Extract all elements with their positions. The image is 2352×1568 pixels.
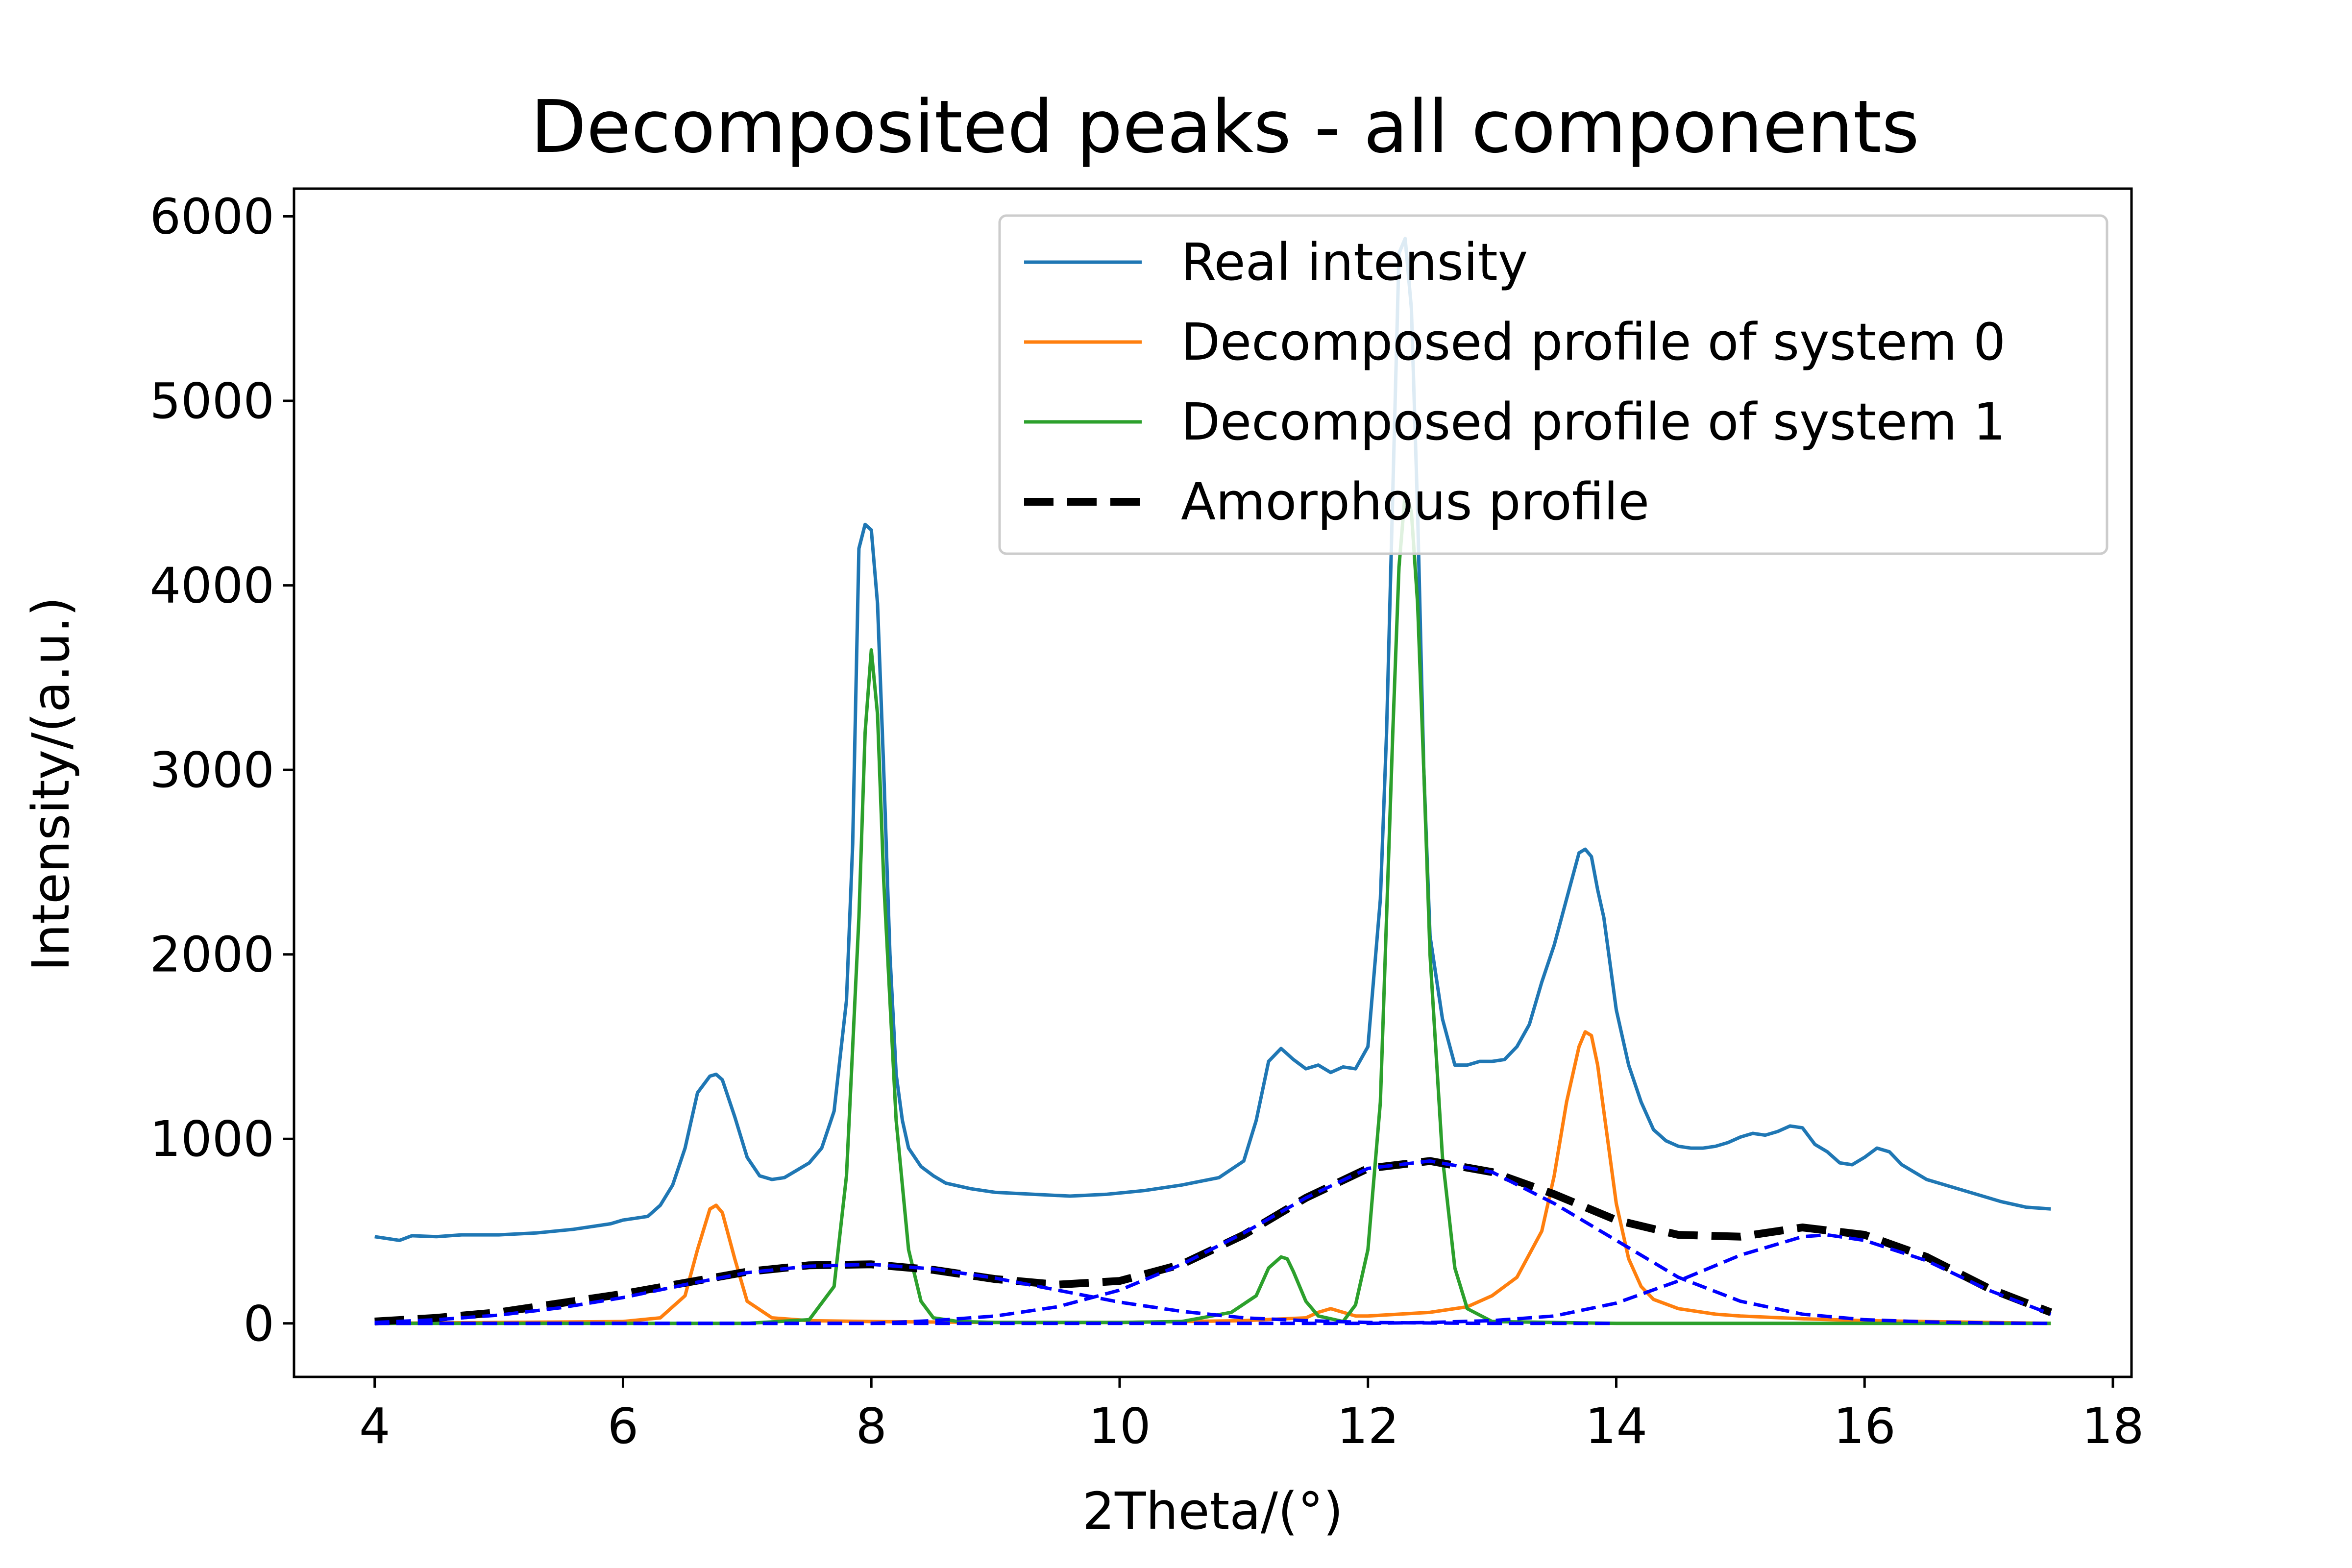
legend-label-3: Amorphous profile (1181, 472, 1649, 532)
x-tick-label-3: 10 (1088, 1397, 1151, 1455)
y-tick-label-3: 3000 (150, 741, 275, 799)
x-tick-label-0: 4 (359, 1397, 391, 1455)
y-tick-label-1: 1000 (150, 1110, 275, 1168)
plot-series-group (374, 237, 2053, 1325)
y-tick-label-6: 6000 (150, 188, 275, 245)
x-tick-label-4: 12 (1337, 1397, 1399, 1455)
legend: Real intensity Decomposed profile of syst… (998, 214, 2108, 555)
x-axis-label: 2Theta/(°) (1082, 1481, 1343, 1541)
legend-label-1: Decomposed profile of system 0 (1181, 312, 2006, 372)
series-line-4 (374, 1262, 1617, 1325)
legend-label-0: Real intensity (1181, 232, 1528, 292)
y-tick-label-4: 4000 (150, 557, 275, 614)
y-tick-label-0: 0 (243, 1295, 274, 1352)
y-tick-label-5: 5000 (150, 372, 275, 430)
plot-frame (293, 187, 2133, 1378)
legend-label-2: Decomposed profile of system 1 (1181, 392, 2006, 452)
x-tick-label-1: 6 (608, 1397, 639, 1455)
y-axis-label: Intensity/(a.u.) (21, 597, 81, 972)
x-tick-label-2: 8 (856, 1397, 887, 1455)
series-line-5 (374, 1159, 2051, 1325)
series-line-2 (374, 491, 2051, 1325)
y-tick-label-2: 2000 (150, 926, 275, 983)
x-tick-label-7: 18 (2082, 1397, 2144, 1455)
x-axis: 4 6 8 10 12 14 16 18 (359, 1377, 2144, 1455)
chart-title: Decomposited peaks - all components (531, 85, 1919, 169)
x-tick-label-5: 14 (1585, 1397, 1647, 1455)
y-axis: 0 1000 2000 3000 4000 5000 6000 (150, 188, 294, 1352)
series-line-0 (374, 237, 2051, 1242)
x-tick-label-6: 16 (1834, 1397, 1896, 1455)
series-line-6 (374, 1233, 2052, 1325)
series-line-3 (374, 1157, 2053, 1325)
legend-frame (998, 214, 2108, 555)
